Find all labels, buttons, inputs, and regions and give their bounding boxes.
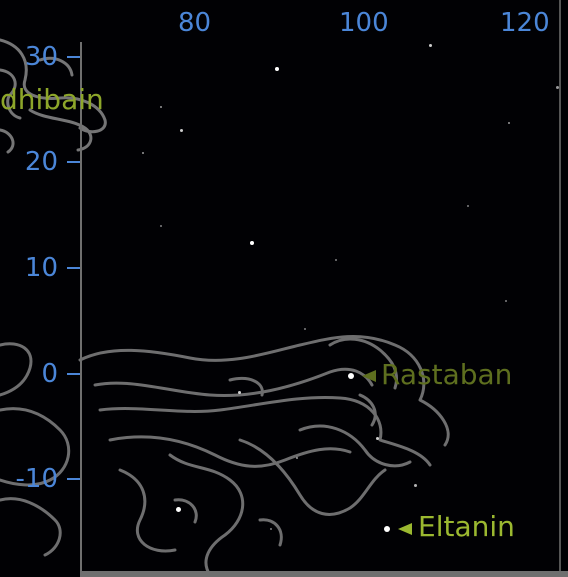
background-star bbox=[176, 507, 181, 512]
background-star bbox=[180, 129, 183, 132]
background-star bbox=[238, 391, 241, 394]
background-star bbox=[376, 437, 379, 440]
bottom-scrollbar[interactable] bbox=[80, 571, 568, 577]
star-label-rastaban[interactable]: Rastaban bbox=[381, 358, 513, 391]
y-axis-label: -10 bbox=[15, 464, 58, 494]
background-star bbox=[505, 300, 507, 302]
background-star bbox=[429, 44, 432, 47]
star-label-eltanin[interactable]: Eltanin bbox=[418, 510, 515, 543]
y-axis-label: 30 bbox=[24, 42, 58, 72]
star-label-edge[interactable]: dhibain bbox=[0, 83, 104, 116]
y-axis-ticks bbox=[67, 56, 80, 480]
background-star bbox=[160, 225, 162, 227]
background-star bbox=[335, 259, 337, 261]
label-pointer-icon bbox=[362, 370, 376, 382]
x-axis-label: 120 bbox=[500, 8, 550, 38]
y-axis-label: 20 bbox=[24, 147, 58, 177]
background-star bbox=[250, 241, 254, 245]
background-star bbox=[556, 86, 559, 89]
background-star bbox=[160, 106, 162, 108]
rastaban-star[interactable] bbox=[348, 373, 354, 379]
background-star bbox=[296, 457, 298, 459]
background-star bbox=[270, 528, 272, 530]
label-pointer-icon bbox=[398, 523, 412, 535]
lower-figure-outline bbox=[0, 335, 450, 577]
background-star bbox=[467, 205, 469, 207]
background-star bbox=[275, 67, 279, 71]
x-axis-label: 100 bbox=[339, 8, 389, 38]
x-axis-label: 80 bbox=[178, 8, 212, 38]
background-star bbox=[508, 122, 510, 124]
background-star bbox=[304, 328, 306, 330]
background-star bbox=[414, 484, 417, 487]
background-star bbox=[142, 152, 144, 154]
y-axis-label: 0 bbox=[41, 359, 58, 389]
y-axis-label: 10 bbox=[24, 253, 58, 283]
upper-left-figure-outline bbox=[0, 38, 107, 154]
eltanin-star[interactable] bbox=[384, 526, 390, 532]
